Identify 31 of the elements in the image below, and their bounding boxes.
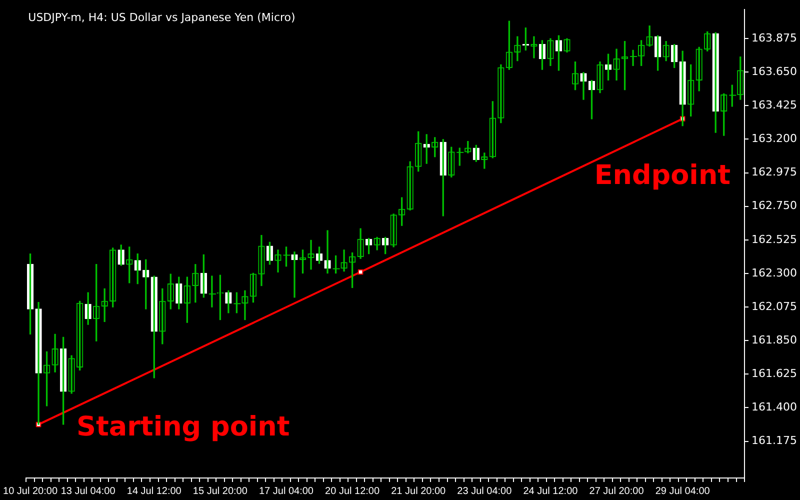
y-tick-label: 161.850	[752, 333, 798, 346]
x-tick-label: 20 Jul 12:00	[325, 486, 380, 497]
x-tick-label: 14 Jul 12:00	[126, 486, 182, 497]
y-tick-label: 162.300	[752, 266, 798, 280]
y-tick-label: 162.075	[752, 300, 798, 313]
x-tick-label: 13 Jul 04:00	[60, 486, 116, 497]
candlestick	[630, 50, 638, 66]
x-tick-label: 15 Jul 20:00	[192, 486, 248, 497]
candlestick	[216, 274, 224, 320]
x-tick-label: 23 Jul 04:00	[457, 486, 512, 497]
chart-title: USDJPY-m, H4: US Dollar vs Japanese Yen (Micro)	[28, 10, 296, 24]
y-tick-label: 162.750	[752, 199, 798, 212]
y-tick-label: 162.975	[752, 166, 798, 179]
point	[358, 269, 364, 275]
annotation: Starting point	[76, 411, 290, 442]
x-tick-label: 27 Jul 20:00	[589, 486, 644, 497]
annotation: Endpoint	[594, 160, 731, 191]
x-tick-label: 10 Jul 20:00	[3, 486, 58, 497]
y-tick-label: 163.650	[752, 64, 798, 78]
y-tick-label: 163.200	[752, 132, 798, 146]
y-tick-label: 163.425	[752, 98, 798, 112]
x-tick-label: 17 Jul 04:00	[258, 486, 314, 497]
x-tick-label: 29 Jul 04:00	[655, 486, 710, 497]
y-tick-label: 161.400	[752, 400, 798, 414]
x-tick-label: 24 Jul 12:00	[523, 486, 578, 497]
y-tick-label: 161.175	[752, 434, 798, 448]
y-tick-label: 163.875	[752, 31, 798, 44]
y-tick-label: 162.525	[752, 232, 798, 246]
y-tick-label: 161.625	[752, 367, 798, 380]
candlestick	[208, 276, 216, 308]
x-tick-label: 21 Jul 20:00	[391, 486, 446, 497]
